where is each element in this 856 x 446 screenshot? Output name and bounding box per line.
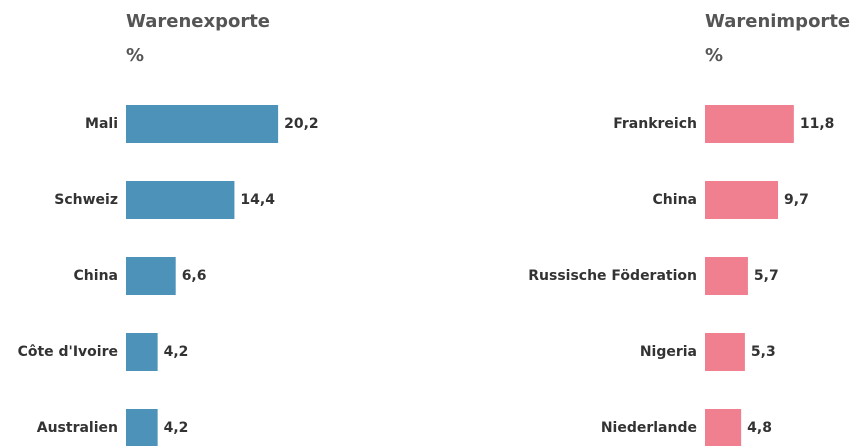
- bar: [126, 105, 279, 143]
- value-label: 4,2: [164, 344, 189, 360]
- chart-title: Warenimporte: [705, 11, 850, 32]
- category-label: Côte d'Ivoire: [18, 344, 118, 360]
- bar: [705, 257, 748, 295]
- category-label: China: [653, 192, 697, 208]
- bar: [705, 409, 742, 446]
- bar: [705, 181, 779, 219]
- chart-subtitle: %: [126, 45, 144, 66]
- bar: [705, 105, 794, 143]
- bar: [126, 181, 235, 219]
- value-label: 6,6: [182, 268, 207, 284]
- value-label: 14,4: [240, 192, 275, 208]
- value-label: 11,8: [800, 116, 835, 132]
- chart-title: Warenexporte: [126, 11, 270, 32]
- chart-subtitle: %: [705, 45, 723, 66]
- category-label: Mali: [85, 116, 118, 132]
- bar: [126, 257, 176, 295]
- category-label: Niederlande: [601, 420, 697, 436]
- category-label: Frankreich: [613, 116, 697, 132]
- bar: [705, 333, 745, 371]
- category-label: China: [74, 268, 118, 284]
- category-label: Schweiz: [54, 192, 118, 208]
- value-label: 5,3: [751, 344, 776, 360]
- value-label: 9,7: [784, 192, 809, 208]
- category-label: Nigeria: [640, 344, 697, 360]
- bar: [126, 409, 158, 446]
- value-label: 20,2: [284, 116, 319, 132]
- value-label: 4,2: [164, 420, 189, 436]
- value-label: 4,8: [747, 420, 772, 436]
- category-label: Russische Föderation: [528, 268, 697, 284]
- value-label: 5,7: [754, 268, 779, 284]
- bar: [126, 333, 158, 371]
- category-label: Australien: [37, 420, 118, 436]
